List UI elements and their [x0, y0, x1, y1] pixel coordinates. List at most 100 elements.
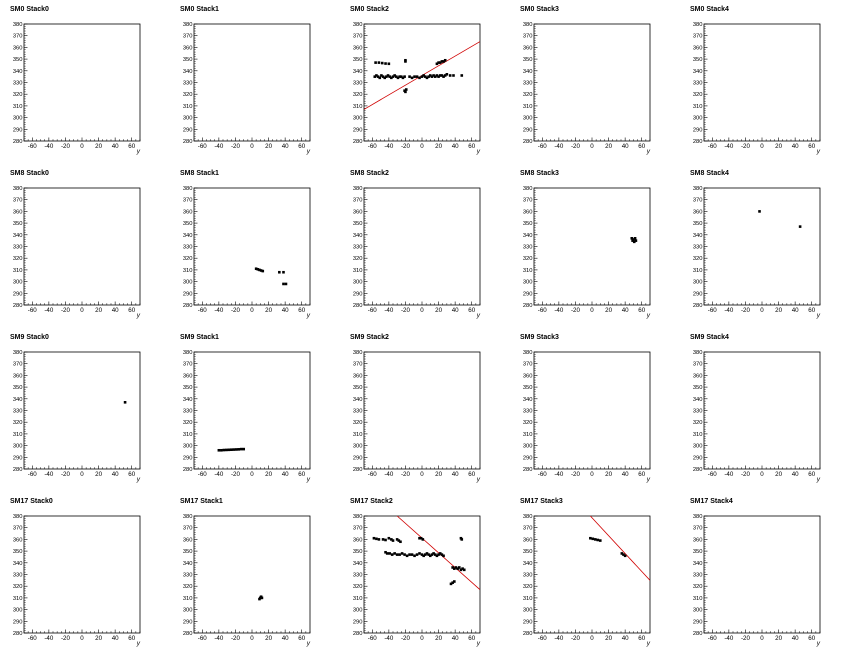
- data-point: [462, 568, 466, 572]
- y-tick-label: 330: [13, 245, 23, 251]
- data-point: [438, 552, 442, 555]
- x-tick-label: -40: [44, 635, 54, 642]
- y-tick-label: 280: [13, 631, 23, 637]
- data-point: [420, 553, 424, 556]
- y-tick-label: 350: [183, 385, 193, 391]
- y-tick-label: 370: [523, 526, 533, 532]
- y-tick-label: 290: [183, 291, 193, 297]
- y-tick-label: 290: [13, 291, 23, 297]
- plot-frame: [363, 351, 481, 470]
- x-tick-label: 40: [452, 307, 459, 314]
- y-tick-label: 320: [13, 92, 23, 98]
- y-tick-label: 330: [13, 409, 23, 415]
- x-tick-label: 20: [265, 471, 272, 478]
- chart-title: SM0 Stack3: [520, 6, 559, 13]
- y-tick-label: 380: [353, 350, 363, 356]
- x-tick-label: 0: [760, 471, 764, 478]
- chart-panel: SM0 Stack1 -60 -40 -20 0 20 40 60 y 280 290 300 310 3…: [170, 0, 340, 164]
- x-tick-label: -40: [554, 307, 564, 314]
- data-point: [222, 448, 226, 452]
- y-tick-label: 380: [523, 186, 533, 192]
- chart-title: SM8 Stack3: [520, 170, 559, 177]
- y-tick-label: 300: [523, 608, 533, 614]
- x-tick-label: 40: [792, 635, 799, 642]
- y-tick-label: 330: [183, 409, 193, 415]
- y-tick-label: 310: [13, 104, 23, 110]
- y-tick-label: 330: [693, 409, 703, 415]
- data-point: [437, 553, 440, 556]
- plot-frame: [193, 515, 311, 634]
- x-tick-label: 0: [80, 307, 84, 314]
- data-point: [442, 554, 445, 558]
- x-tick-label: -40: [724, 635, 734, 642]
- x-axis-label: y: [646, 476, 651, 483]
- y-tick-label: 350: [13, 57, 23, 63]
- data-point: [420, 75, 424, 78]
- y-tick-label: 290: [523, 291, 533, 297]
- y-tick-label: 310: [693, 104, 703, 110]
- y-tick-label: 350: [13, 385, 23, 391]
- y-tick-label: 300: [693, 116, 703, 122]
- scatter-plot: -60 -40 -20 0 20 40 60y 280 290 300 310 320 330 340 35…: [523, 514, 651, 647]
- x-tick-label: 60: [128, 635, 135, 642]
- y-tick-label: 360: [523, 209, 533, 215]
- data-point: [451, 581, 454, 584]
- x-axis-label: y: [306, 640, 311, 647]
- y-tick-label: 280: [693, 467, 703, 473]
- data-point: [399, 540, 402, 544]
- y-tick-label: 340: [693, 69, 703, 75]
- x-axis-label: y: [816, 476, 821, 483]
- y-tick-label: 280: [523, 467, 533, 473]
- chart-title: SM0 Stack1: [180, 6, 219, 13]
- scatter-plot: -60 -40 -20 0 20 40 60y 280 290 300 310 320 330 340 35…: [353, 514, 481, 647]
- data-point: [418, 76, 421, 80]
- scatter-plot: -60 -40 -20 0 20 40 60y 280 290 300 310 320 330 340 35…: [183, 350, 311, 483]
- data-point: [282, 270, 285, 274]
- x-tick-label: 0: [80, 471, 84, 478]
- data-point: [400, 552, 404, 555]
- scatter-plot: -60 -40 -20 0 20 40 60y 280 290 300 310 320 330 340 35…: [693, 22, 821, 155]
- x-tick-label: 0: [250, 307, 254, 314]
- plot-frame: [533, 351, 651, 470]
- y-tick-label: 300: [13, 280, 23, 286]
- y-tick-label: 350: [693, 385, 703, 391]
- x-tick-label: -20: [401, 307, 411, 314]
- y-tick-label: 370: [353, 34, 363, 40]
- x-tick-label: 60: [128, 143, 135, 150]
- x-tick-label: -20: [571, 471, 581, 478]
- x-tick-label: 60: [298, 471, 305, 478]
- data-point: [386, 74, 390, 77]
- x-tick-label: -40: [384, 471, 394, 478]
- y-tick-label: 340: [523, 561, 533, 567]
- y-tick-label: 380: [693, 22, 703, 28]
- data-point: [374, 61, 377, 64]
- chart-panel: SM17 Stack4 -60 -40 -20 0 20 40 60 y 280 290 300 310…: [680, 492, 850, 656]
- data-point: [227, 448, 231, 452]
- x-tick-label: -40: [724, 143, 734, 150]
- x-tick-label: 20: [435, 143, 442, 150]
- chart-panel: SM9 Stack3 -60 -40 -20 0 20 40 60 y 280 290 300 310 3…: [510, 328, 680, 492]
- x-tick-label: -20: [571, 143, 581, 150]
- y-tick-label: 320: [523, 256, 533, 262]
- data-point: [403, 89, 406, 92]
- x-tick-label: 20: [605, 635, 612, 642]
- data-point: [376, 75, 380, 78]
- x-tick-label: 0: [250, 143, 254, 150]
- y-tick-label: 350: [693, 221, 703, 227]
- data-point: [424, 75, 427, 78]
- x-tick-label: 60: [638, 143, 645, 150]
- y-tick-label: 360: [523, 45, 533, 51]
- y-tick-label: 340: [353, 69, 363, 75]
- x-axis-label: y: [476, 476, 481, 483]
- data-point: [390, 76, 393, 80]
- data-point: [388, 552, 391, 555]
- y-tick-label: 380: [13, 186, 23, 192]
- chart-title: SM8 Stack4: [690, 170, 729, 177]
- data-point: [377, 538, 381, 541]
- y-tick-label: 330: [693, 573, 703, 579]
- x-tick-label: 60: [298, 307, 305, 314]
- y-tick-label: 370: [13, 526, 23, 532]
- chart-title: SM8 Stack1: [180, 170, 219, 177]
- plot-frame: [703, 351, 821, 470]
- x-tick-label: -60: [538, 307, 548, 314]
